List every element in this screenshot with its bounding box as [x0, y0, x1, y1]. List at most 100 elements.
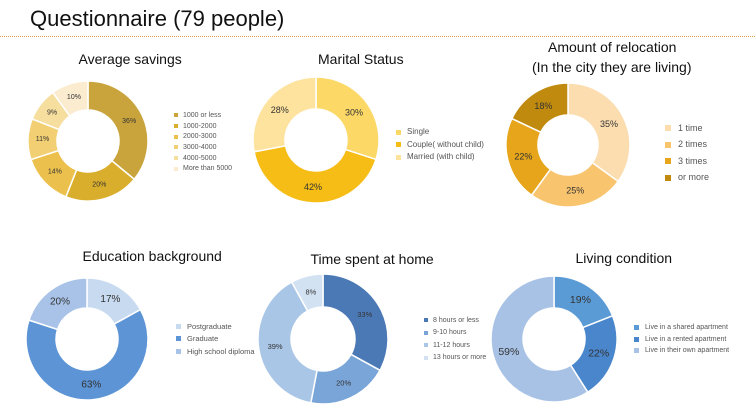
slice-couple-without-child — [253, 144, 377, 204]
data-label: 35% — [600, 119, 618, 129]
legend-swatch — [634, 325, 639, 331]
legend-label: 4000-5000 — [183, 154, 217, 162]
legend-swatch — [424, 355, 428, 360]
legend-swatch — [396, 142, 401, 148]
legend-label: 9-10 hours — [433, 329, 467, 337]
slice-11-12-hours — [257, 281, 318, 404]
legend-swatch — [174, 134, 178, 139]
chart-legend: Single Couple( without child) Married (wit… — [396, 126, 484, 164]
legend-item: 3 times — [665, 153, 709, 170]
data-label: 11% — [36, 136, 50, 143]
legend-item: 2 times — [665, 137, 709, 154]
data-label: 33% — [357, 310, 372, 319]
data-label: 25% — [566, 185, 584, 195]
legend-swatch — [396, 154, 401, 160]
legend-swatch — [174, 166, 178, 171]
data-label: 14% — [48, 169, 62, 176]
chart-title: Time spent at home — [310, 251, 434, 267]
slice-8-hours-or-less — [322, 273, 389, 372]
chart-legend: 1000 or less 1000-2000 2000-3000 3000-4000 4… — [174, 110, 232, 174]
legend-label: 2 times — [678, 139, 708, 150]
legend-swatch — [174, 156, 178, 161]
slice-3000-4000 — [27, 117, 61, 161]
page-title: Questionnaire (79 people) — [30, 6, 285, 31]
legend-label: Married (with child) — [407, 152, 475, 162]
chart-legend: 1 time 2 times 3 times or more — [665, 120, 709, 186]
legend-item: Couple( without child) — [396, 139, 484, 152]
legend-swatch — [176, 323, 181, 329]
legend-item: 9-10 hours — [424, 327, 486, 340]
legend-item: 1000 or less — [174, 110, 232, 121]
slice-1-time — [567, 82, 631, 183]
legend-item: Single — [396, 126, 484, 139]
slice-1000-2000 — [64, 159, 136, 202]
legend-label: Graduate — [187, 334, 219, 343]
legend-label: Live in their own apartment — [645, 347, 730, 355]
data-label: 36% — [122, 118, 136, 125]
legend-label: More than 5000 — [183, 165, 233, 173]
legend-swatch — [665, 174, 671, 181]
slice-4000-5000 — [31, 91, 71, 131]
legend-item: Married (with child) — [396, 151, 484, 164]
legend-item: Live in a rented apartment — [634, 334, 729, 346]
slice-2000-3000 — [29, 149, 78, 198]
legend-swatch — [424, 330, 428, 335]
legend-item: 2000-3000 — [174, 131, 232, 142]
legend-item: 3000-4000 — [174, 142, 232, 153]
chart-legend: Live in a shared apartment Live in a rent… — [634, 322, 729, 357]
data-label: 22% — [514, 151, 532, 161]
slice-live-in-a-shared-apartment — [553, 275, 614, 329]
chart-subtitle: (In the city they are living) — [532, 59, 692, 75]
slice-3-times — [505, 117, 552, 197]
slice-more-than-5000 — [51, 80, 89, 117]
slice-2-times — [530, 161, 620, 208]
legend-label: 3000-4000 — [183, 143, 217, 151]
legend-swatch — [665, 141, 671, 148]
data-label: 20% — [92, 182, 106, 189]
legend-item: 8 hours or less — [424, 314, 486, 327]
legend-label: Live in a rented apartment — [645, 335, 727, 343]
data-label: 9% — [47, 110, 57, 117]
slice-9-10-hours — [309, 353, 381, 405]
legend-swatch — [665, 158, 671, 165]
legend-label: Postgraduate — [187, 321, 232, 331]
legend-item: 1 time — [665, 120, 709, 137]
legend-item: Live in a shared apartment — [634, 322, 729, 334]
data-label: 22% — [588, 348, 609, 360]
legend-item: More than 5000 — [174, 163, 232, 174]
legend-item: 11-12 hours — [424, 339, 486, 352]
legend-label: Live in a shared apartment — [645, 324, 728, 332]
chart-legend: 8 hours or less 9-10 hours 11-12 hours 13 h… — [424, 314, 486, 364]
chart-title: Education background — [82, 248, 222, 264]
data-label: 39% — [268, 342, 283, 351]
legend-swatch — [174, 145, 178, 150]
legend-swatch — [174, 124, 178, 129]
legend-item: 1000-2000 — [174, 121, 232, 132]
chart-title: Amount of relocation — [548, 39, 677, 55]
legend-label: 1000 or less — [183, 111, 222, 119]
data-label: 10% — [67, 94, 81, 101]
legend-label: 11-12 hours — [433, 341, 470, 349]
data-label: 20% — [336, 378, 351, 387]
legend-item: or more — [665, 170, 709, 187]
legend-label: Single — [407, 127, 430, 137]
title-divider — [0, 36, 755, 37]
slice-graduate — [25, 308, 149, 401]
data-label: 18% — [534, 101, 552, 111]
slice-high-school-diploma — [28, 277, 88, 331]
legend-item: Live in their own apartment — [634, 345, 729, 357]
legend-swatch — [176, 348, 181, 354]
legend-item: Postgraduate — [176, 320, 255, 333]
slice-13-hours-or-more — [290, 273, 324, 312]
legend-swatch — [634, 336, 639, 342]
legend-label: 3 times — [678, 155, 708, 166]
legend-item: 13 hours or more — [424, 352, 486, 365]
data-label: 17% — [100, 294, 120, 305]
legend-swatch — [396, 129, 401, 135]
data-label: 8% — [306, 288, 317, 297]
legend-item: 4000-5000 — [174, 153, 232, 164]
legend-label: 2000-3000 — [183, 133, 217, 141]
legend-label: High school diploma — [187, 346, 255, 356]
legend-swatch — [424, 318, 428, 323]
slice-or-more — [510, 82, 569, 134]
